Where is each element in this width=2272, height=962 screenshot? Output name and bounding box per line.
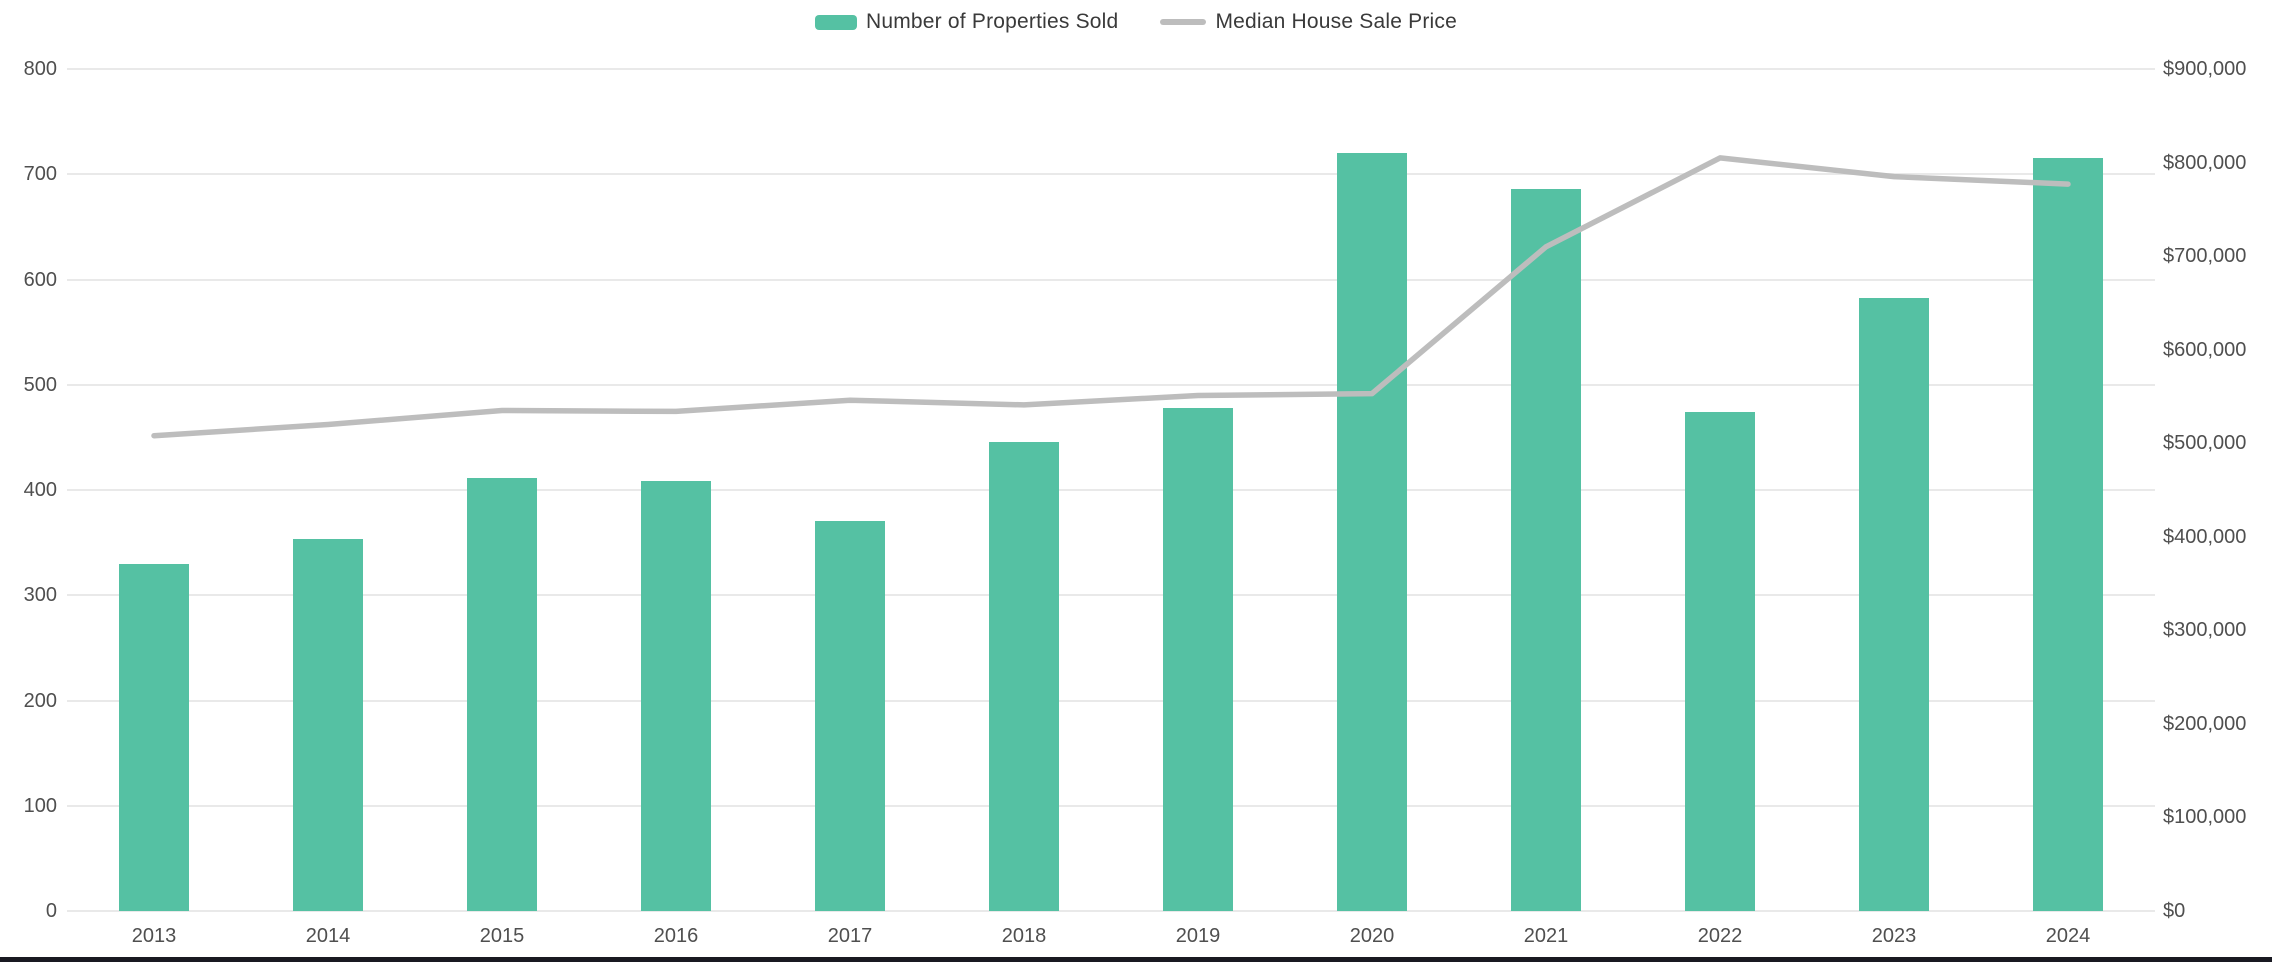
left-axis-tick-label: 0 [45,900,57,922]
right-axis-tick-label: $800,000 [2163,151,2247,174]
left-axis-tick-label: 700 [23,163,57,186]
x-axis-label-2013: 2013 [131,925,177,947]
bar-2019[interactable] [1163,407,1233,911]
line-series-swatch-icon [1160,19,1207,25]
gridline [67,910,2155,912]
right-axis-tick-label: $100,000 [2163,806,2247,829]
right-axis-tick-label: $300,000 [2163,619,2247,642]
gridline [67,173,2155,176]
legend: Number of Properties Sold Median House S… [0,6,2272,38]
bar-2023[interactable] [1859,298,1929,911]
gridline [67,699,2155,702]
left-axis-tick-label: 200 [23,689,57,712]
bottom-border [0,957,2272,962]
x-axis-label-2014: 2014 [305,925,351,947]
left-axis-tick-label: 400 [23,479,57,501]
legend-label: Median House Sale Price [1215,10,1457,33]
bar-series-swatch-icon [814,14,857,30]
plot-area [67,68,2155,912]
right-axis-tick-label: $900,000 [2163,58,2247,80]
bar-2022[interactable] [1685,412,1755,911]
right-axis-tick-label: $700,000 [2163,245,2247,268]
x-axis-label-2017: 2017 [827,925,873,947]
x-axis-label-2016: 2016 [653,925,699,947]
bar-2013[interactable] [119,563,189,911]
gridline [67,383,2155,386]
right-axis-tick-label: $600,000 [2163,338,2247,361]
bar-2016[interactable] [641,480,711,911]
gridline [67,804,2155,807]
right-axis-tick-label: $500,000 [2163,432,2247,455]
x-axis-label-2018: 2018 [1001,925,1047,947]
left-axis-tick-label: 500 [23,373,57,396]
right-axis-tick-label: $400,000 [2163,525,2247,548]
left-axis-tick-label: 100 [23,794,57,817]
left-axis-tick-label: 800 [23,58,57,80]
bar-2021[interactable] [1511,189,1581,911]
gridline [67,594,2155,597]
right-axis-tick-label: $0 [2163,900,2186,922]
bar-2018[interactable] [989,441,1059,911]
legend-item-number-of-properties-sold[interactable]: Number of Properties Sold [814,10,1119,34]
x-axis-label-2022: 2022 [1697,925,1743,947]
gridline [67,278,2155,281]
bar-2015[interactable] [467,478,537,911]
bar-2014[interactable] [293,539,363,911]
bar-2020[interactable] [1337,153,1407,911]
x-axis-label-2015: 2015 [479,925,525,947]
bar-2017[interactable] [815,520,885,911]
left-axis-tick-label: 600 [23,268,57,291]
legend-item-median-house-sale-price[interactable]: Median House Sale Price [1160,10,1457,34]
x-axis-label-2019: 2019 [1175,925,1221,947]
x-axis-label-2020: 2020 [1349,925,1395,947]
bar-2024[interactable] [2033,158,2103,911]
gridline [67,489,2155,491]
x-axis-label-2024: 2024 [2045,925,2091,947]
x-axis-label-2021: 2021 [1523,925,1569,947]
median-house-sale-price-line[interactable] [151,155,2071,439]
right-axis-tick-label: $200,000 [2163,712,2247,735]
left-axis-tick-label: 300 [23,584,57,607]
gridline [67,68,2155,70]
x-axis-label-2023: 2023 [1871,925,1917,947]
legend-label: Number of Properties Sold [865,10,1119,33]
